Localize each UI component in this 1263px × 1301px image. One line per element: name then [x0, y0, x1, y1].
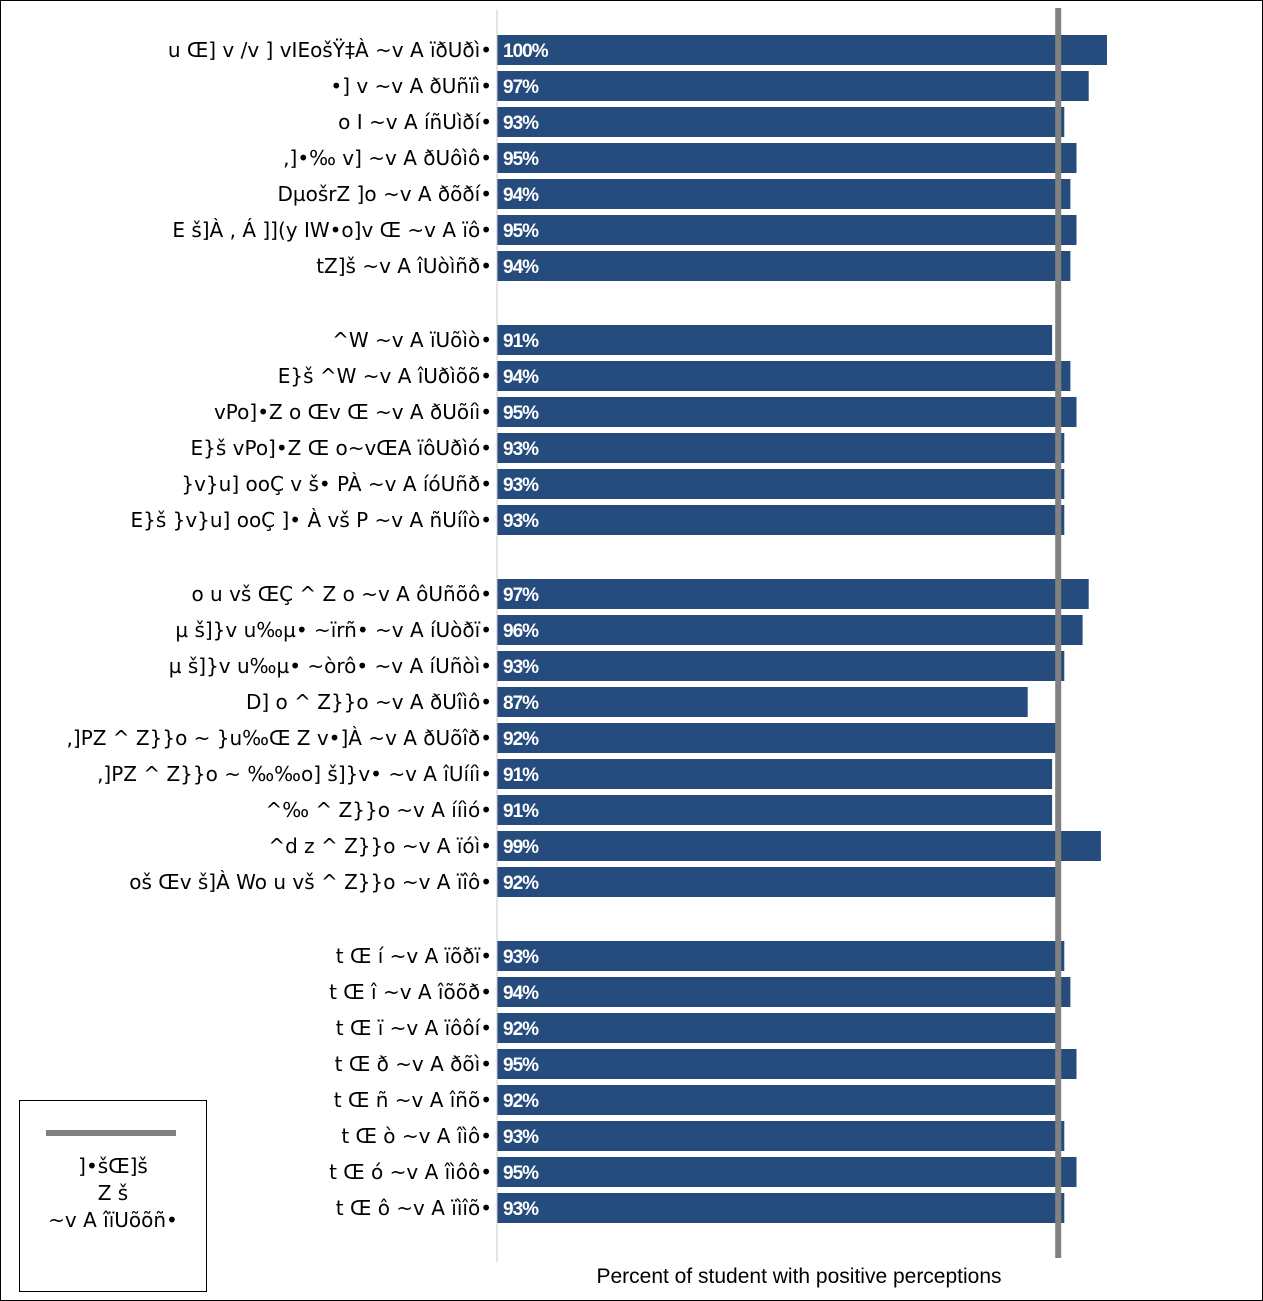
category-label: E}š ^W ~v A îUðìõõ•	[278, 364, 492, 388]
category-label: D] o ^ Z}}o ~v A ðUîìô•	[246, 690, 492, 714]
category-label: •] v ~v A ðUñïì•	[330, 74, 492, 98]
value-label: 92%	[503, 729, 539, 750]
bar	[497, 759, 1053, 789]
value-label: 91%	[503, 331, 539, 352]
value-label: 97%	[503, 585, 539, 606]
bar	[497, 651, 1065, 681]
bar	[497, 1157, 1077, 1187]
category-label: t Œ ï ~v A ïôôí•	[336, 1016, 492, 1040]
value-label: 93%	[503, 947, 539, 968]
bar	[497, 71, 1089, 101]
value-label: 92%	[503, 873, 539, 894]
bar	[497, 579, 1089, 609]
category-label: o I ~v A íñUìðí•	[338, 110, 492, 134]
category-label: ^W ~v A ïUõìò•	[332, 328, 492, 352]
legend-label: ]•šŒ]š Z š ~v A îïUõõñ•	[48, 1154, 178, 1232]
value-label: 95%	[503, 149, 539, 170]
bar	[497, 179, 1071, 209]
value-label: 94%	[503, 185, 539, 206]
category-label: µ š]}v u‰µ• ~ïrñ• ~v A íUòðï•	[175, 618, 492, 642]
bar	[497, 433, 1065, 463]
bar	[497, 687, 1028, 717]
category-label: vPo]•Z o Œv Œ ~v A ðUõíì•	[214, 400, 492, 424]
value-label: 91%	[503, 765, 539, 786]
value-label: 93%	[503, 657, 539, 678]
value-label: 95%	[503, 1163, 539, 1184]
x-axis-title: Percent of student with positive percept…	[596, 1265, 1001, 1288]
bar	[497, 831, 1101, 861]
legend-reference-line-swatch	[46, 1130, 176, 1136]
category-label: u Œ] v /v ] vIEošŸ‡À ~v A ïðUðì•	[168, 38, 492, 62]
category-label: t Œ î ~v A îõõð•	[329, 980, 492, 1004]
category-label: µ š]}v u‰µ• ~òrô• ~v A íUñòì•	[169, 654, 492, 678]
value-label: 94%	[503, 367, 539, 388]
value-label: 93%	[503, 511, 539, 532]
category-label: t Œ ò ~v A îìô•	[341, 1124, 492, 1148]
category-label: o u vš ŒÇ ^ Z o ~v A ôUñõô•	[191, 582, 492, 606]
category-label: tZ]š ~v A îUòìñð•	[316, 254, 492, 278]
bar	[497, 1121, 1065, 1151]
category-label: E}š vPo]•Z Œ o~vŒA ïôUðìó•	[191, 436, 493, 460]
category-label: ,]•‰ v] ~v A ðUôìô•	[283, 146, 492, 170]
value-label: 97%	[503, 77, 539, 98]
bar	[497, 325, 1053, 355]
bar	[497, 977, 1071, 1007]
value-label: 100%	[503, 41, 549, 62]
value-label: 96%	[503, 621, 539, 642]
bar	[497, 1193, 1065, 1223]
value-label: 95%	[503, 403, 539, 424]
bar	[497, 1013, 1059, 1043]
category-label: t Œ ó ~v A îìôô•	[329, 1160, 492, 1184]
value-label: 93%	[503, 1127, 539, 1148]
category-label: }v}u] ooÇ v š• PÀ ~v A íóUñð•	[181, 472, 492, 496]
value-label: 93%	[503, 113, 539, 134]
category-label: t Œ ð ~v A ðõì•	[335, 1052, 492, 1076]
value-label: 91%	[503, 801, 539, 822]
category-label: t Œ ñ ~v A îñõ•	[334, 1088, 492, 1112]
category-label: ^‰ ^ Z}}o ~v A ííìó•	[265, 798, 492, 822]
value-label: 95%	[503, 221, 539, 242]
category-label: t Œ ô ~v A ïìîõ•	[336, 1196, 492, 1220]
bar	[497, 1049, 1077, 1079]
bar	[497, 505, 1065, 535]
legend: ]•šŒ]š Z š ~v A îïUõõñ•	[19, 1100, 207, 1292]
bar	[497, 867, 1059, 897]
bar	[497, 215, 1077, 245]
value-label: 87%	[503, 693, 539, 714]
category-label: ^d z ^ Z}}o ~v A ïóì•	[268, 834, 492, 858]
bar	[497, 941, 1065, 971]
category-label: t Œ í ~v A ïõðï•	[336, 944, 492, 968]
bar	[497, 361, 1071, 391]
bar	[497, 143, 1077, 173]
bar	[497, 795, 1053, 825]
category-label: DµošrZ ]o ~v A ðõðí•	[277, 182, 492, 206]
value-label: 93%	[503, 475, 539, 496]
value-label: 94%	[503, 257, 539, 278]
bar	[497, 35, 1107, 65]
category-label: oš Œv š]À Wo u vš ^ Z}}o ~v A ïîô•	[129, 870, 492, 894]
bar	[497, 469, 1065, 499]
category-label: ,]PZ ^ Z}}o ~ }u‰Œ Z v•]À ~v A ðUõîð•	[67, 726, 492, 750]
category-label: E š]À , Á ]](y IW•o]v Œ ~v A ïô•	[172, 218, 492, 242]
category-label: E}š }v}u] ooÇ ]• À vš P ~v A ñUíîò•	[130, 508, 492, 532]
value-label: 92%	[503, 1091, 539, 1112]
value-label: 95%	[503, 1055, 539, 1076]
value-label: 93%	[503, 439, 539, 460]
value-label: 99%	[503, 837, 539, 858]
bar	[497, 1085, 1059, 1115]
category-label: ,]PZ ^ Z}}o ~ ‰‰o] š]}v• ~v A îUííì•	[97, 762, 492, 786]
bar	[497, 397, 1077, 427]
value-label: 92%	[503, 1019, 539, 1040]
bar	[497, 107, 1065, 137]
value-label: 93%	[503, 1199, 539, 1220]
bar	[497, 251, 1071, 281]
value-label: 94%	[503, 983, 539, 1004]
bar	[497, 723, 1059, 753]
bar	[497, 615, 1083, 645]
